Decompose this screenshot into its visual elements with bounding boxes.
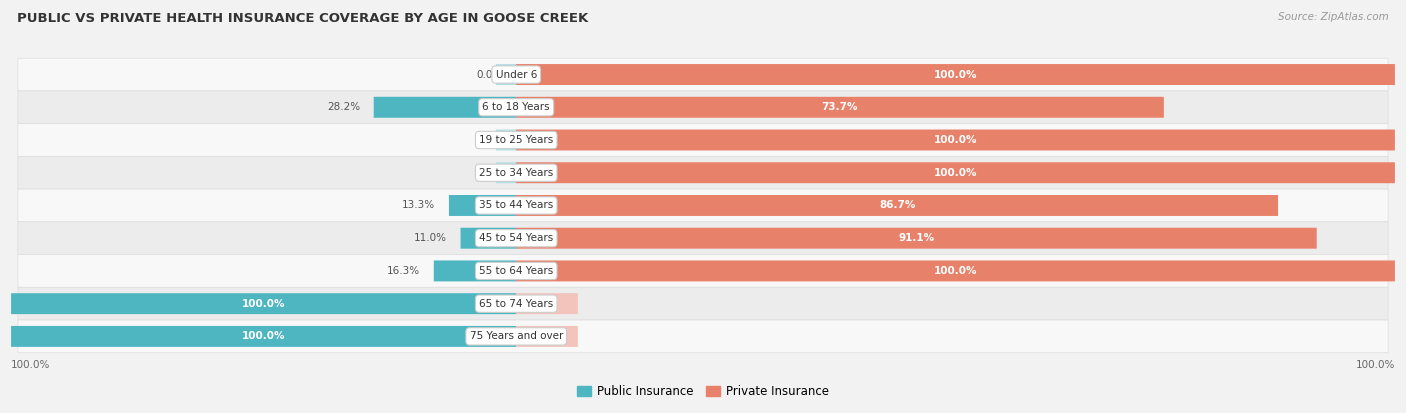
FancyBboxPatch shape [496, 130, 516, 150]
Text: 19 to 25 Years: 19 to 25 Years [479, 135, 554, 145]
Text: 0.0%: 0.0% [477, 135, 502, 145]
Text: 13.3%: 13.3% [402, 200, 436, 211]
FancyBboxPatch shape [516, 162, 1395, 183]
FancyBboxPatch shape [516, 97, 1164, 118]
Text: 100.0%: 100.0% [934, 135, 977, 145]
Text: 0.0%: 0.0% [477, 69, 502, 80]
FancyBboxPatch shape [18, 287, 1388, 320]
Text: 100.0%: 100.0% [934, 168, 977, 178]
Text: 11.0%: 11.0% [413, 233, 447, 243]
FancyBboxPatch shape [11, 293, 516, 314]
Text: 25 to 34 Years: 25 to 34 Years [479, 168, 554, 178]
FancyBboxPatch shape [516, 326, 578, 347]
Text: 35 to 44 Years: 35 to 44 Years [479, 200, 554, 211]
Text: 45 to 54 Years: 45 to 54 Years [479, 233, 554, 243]
FancyBboxPatch shape [516, 261, 1395, 281]
FancyBboxPatch shape [18, 189, 1388, 222]
Text: 0.0%: 0.0% [530, 299, 557, 309]
FancyBboxPatch shape [18, 320, 1388, 353]
FancyBboxPatch shape [18, 91, 1388, 123]
Text: 16.3%: 16.3% [387, 266, 420, 276]
FancyBboxPatch shape [516, 228, 1316, 249]
FancyBboxPatch shape [18, 123, 1388, 157]
Text: 6 to 18 Years: 6 to 18 Years [482, 102, 550, 112]
FancyBboxPatch shape [449, 195, 516, 216]
Text: 100.0%: 100.0% [934, 266, 977, 276]
Text: Under 6: Under 6 [495, 69, 537, 80]
Text: 55 to 64 Years: 55 to 64 Years [479, 266, 554, 276]
Text: Source: ZipAtlas.com: Source: ZipAtlas.com [1278, 12, 1389, 22]
Text: 28.2%: 28.2% [326, 102, 360, 112]
FancyBboxPatch shape [516, 195, 1278, 216]
FancyBboxPatch shape [11, 326, 516, 347]
FancyBboxPatch shape [496, 64, 516, 85]
FancyBboxPatch shape [496, 162, 516, 183]
FancyBboxPatch shape [434, 261, 516, 281]
Text: 0.0%: 0.0% [530, 331, 557, 342]
FancyBboxPatch shape [18, 222, 1388, 254]
Text: PUBLIC VS PRIVATE HEALTH INSURANCE COVERAGE BY AGE IN GOOSE CREEK: PUBLIC VS PRIVATE HEALTH INSURANCE COVER… [17, 12, 588, 25]
Text: 100.0%: 100.0% [934, 69, 977, 80]
FancyBboxPatch shape [516, 64, 1395, 85]
Text: 91.1%: 91.1% [898, 233, 935, 243]
Text: 0.0%: 0.0% [477, 168, 502, 178]
Text: 100.0%: 100.0% [242, 299, 285, 309]
Text: 100.0%: 100.0% [242, 331, 285, 342]
FancyBboxPatch shape [18, 58, 1388, 91]
Legend: Public Insurance, Private Insurance: Public Insurance, Private Insurance [572, 380, 834, 403]
Text: 73.7%: 73.7% [821, 102, 858, 112]
Text: 100.0%: 100.0% [11, 360, 51, 370]
Text: 65 to 74 Years: 65 to 74 Years [479, 299, 554, 309]
Text: 75 Years and over: 75 Years and over [470, 331, 562, 342]
Text: 100.0%: 100.0% [1355, 360, 1395, 370]
FancyBboxPatch shape [516, 293, 578, 314]
Text: 86.7%: 86.7% [879, 200, 915, 211]
FancyBboxPatch shape [18, 254, 1388, 287]
FancyBboxPatch shape [461, 228, 516, 249]
FancyBboxPatch shape [374, 97, 516, 118]
FancyBboxPatch shape [516, 130, 1395, 150]
FancyBboxPatch shape [18, 157, 1388, 189]
